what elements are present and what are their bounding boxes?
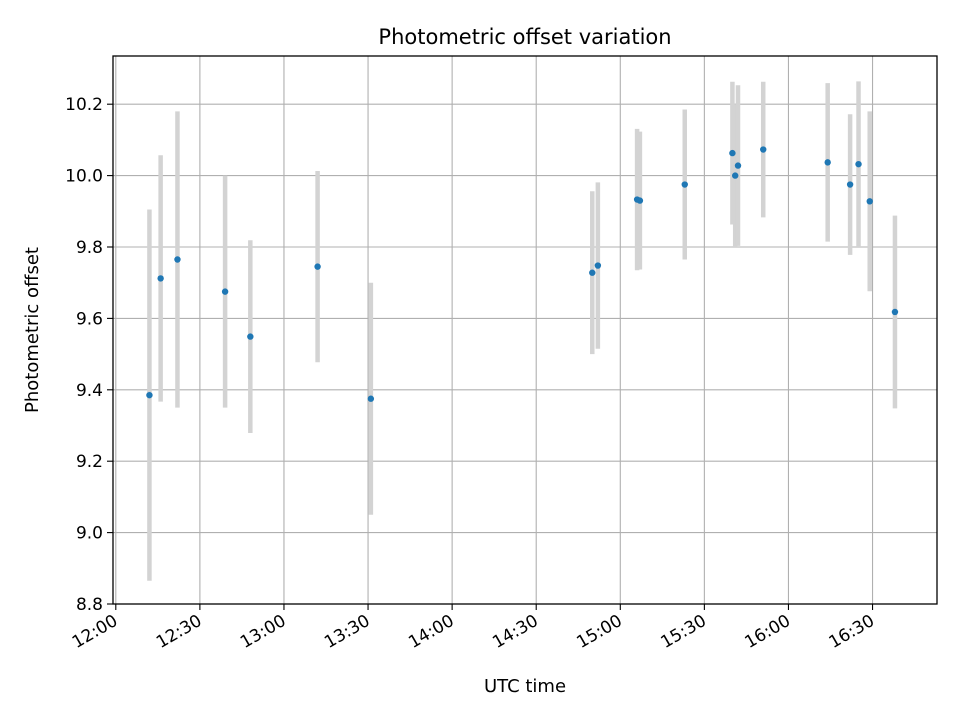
y-tick-label: 9.0 <box>76 524 103 544</box>
data-point <box>824 159 831 166</box>
data-point <box>681 181 688 188</box>
data-point <box>760 146 767 153</box>
y-tick-label: 10.0 <box>65 167 103 187</box>
x-axis-label: UTC time <box>484 676 566 697</box>
data-point <box>855 160 862 168</box>
data-point <box>589 269 596 276</box>
y-tick-label: 9.8 <box>76 238 103 258</box>
data-point <box>314 263 321 270</box>
grid <box>113 56 937 605</box>
y-tick-label: 9.2 <box>76 452 103 472</box>
y-tick-label: 9.4 <box>76 381 103 401</box>
y-axis-label: Photometric offset <box>22 247 43 413</box>
plot-area <box>113 56 937 604</box>
data-point <box>247 333 254 340</box>
data-point <box>732 172 739 179</box>
y-tick-label: 8.8 <box>76 595 103 615</box>
data-point <box>891 308 899 316</box>
plot-frame <box>112 55 938 605</box>
data-point <box>174 256 181 263</box>
y-tick-label: 10.2 <box>65 95 103 115</box>
data-point <box>729 149 736 157</box>
data-point <box>157 275 164 282</box>
data-point <box>367 395 375 402</box>
data-point <box>636 197 644 204</box>
chart-title: Photometric offset variation <box>378 25 671 49</box>
data-points <box>146 146 899 402</box>
data-point <box>846 181 854 188</box>
data-point <box>734 162 742 169</box>
y-tick-label: 9.6 <box>76 309 103 329</box>
y-axis: 8.8 9.0 9.2 9.4 9.6 9.8 10.0 10.2 <box>65 95 113 615</box>
data-point <box>594 262 602 269</box>
data-point <box>146 391 153 399</box>
data-point <box>221 288 229 295</box>
data-point <box>866 198 873 205</box>
